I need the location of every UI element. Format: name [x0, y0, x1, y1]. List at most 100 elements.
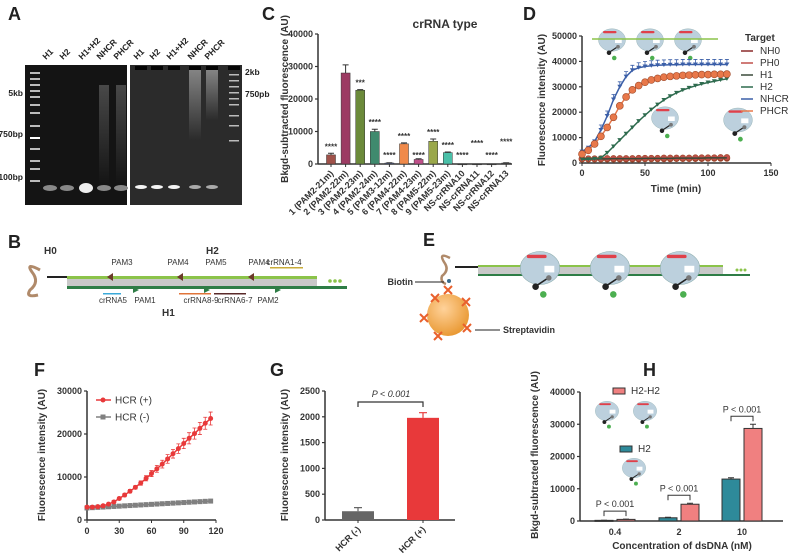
- reporter-piece: [648, 415, 652, 419]
- data-point: [686, 85, 692, 90]
- data-point: [655, 63, 661, 68]
- data-point: [603, 123, 612, 132]
- data-point: [686, 62, 692, 67]
- gel-band: [114, 185, 128, 191]
- data-point: [711, 79, 717, 84]
- data-point: [202, 420, 208, 426]
- data-point: [653, 74, 662, 83]
- ladder-band: [30, 84, 40, 86]
- fluorophore: [738, 136, 743, 142]
- data-point: [181, 440, 187, 446]
- top-strand: [67, 276, 317, 279]
- reporter: [536, 278, 548, 287]
- data-point: [642, 113, 648, 118]
- data-point: [647, 76, 656, 84]
- y-tick-label: 2500: [300, 386, 320, 396]
- cas12a-protein-icon: [651, 106, 679, 139]
- x-tick-label: 0.4: [609, 527, 622, 537]
- reporter-piece: [637, 472, 641, 476]
- bar: [407, 417, 439, 520]
- reporter: [685, 47, 693, 53]
- significance-label: ****: [383, 151, 396, 160]
- crRNA: [526, 254, 547, 259]
- gel-well: [135, 66, 147, 70]
- streptavidin-bead: [427, 294, 469, 336]
- data-point: [149, 501, 154, 507]
- data-point: [181, 500, 187, 506]
- legend-swatch: [612, 387, 626, 395]
- ladder-band: [229, 92, 239, 94]
- data-point: [132, 502, 138, 508]
- significance-bracket: [603, 510, 627, 517]
- data-point: [723, 70, 731, 78]
- crRNA: [626, 460, 638, 463]
- reporter: [604, 417, 612, 422]
- panel-label-c: C: [262, 4, 275, 24]
- x-tick-label: 150: [763, 168, 778, 178]
- ladder-band: [30, 180, 40, 182]
- crRNA: [603, 31, 617, 34]
- cas12a-protein-icon: [723, 107, 753, 142]
- significance-label: ****: [456, 151, 469, 160]
- y-tick-label: 1000: [300, 463, 320, 473]
- y-tick-label: 50000: [552, 31, 577, 41]
- data-point: [629, 68, 635, 73]
- data-point: [192, 431, 197, 437]
- data-point: [95, 504, 101, 510]
- data-point: [680, 62, 686, 67]
- data-point: [186, 435, 192, 441]
- data-point: [716, 70, 725, 79]
- cas12a-protein-icon: [622, 458, 646, 486]
- data-point: [674, 90, 679, 95]
- data-point: [611, 97, 616, 102]
- fluorophore: [607, 424, 611, 429]
- lane-label: H1: [131, 46, 146, 61]
- protein-pocket: [741, 118, 749, 124]
- reporter: [609, 47, 617, 53]
- y-axis-label: Fluorescence intensity (AU): [280, 389, 291, 521]
- streptavidin-icon: [443, 285, 453, 295]
- data-point: [122, 503, 128, 509]
- size-marker: 100bp: [0, 172, 23, 182]
- data-point: [623, 74, 629, 79]
- fluorophore: [665, 133, 670, 139]
- significance-label: ****: [369, 118, 382, 127]
- fluorophore: [610, 291, 617, 298]
- p-value-label: P < 0.001: [660, 483, 699, 493]
- reporter: [735, 127, 744, 134]
- legend-label: PHCR: [760, 106, 788, 117]
- data-point: [597, 132, 605, 141]
- pam-arrow-icon: [204, 287, 210, 293]
- reporter-piece: [610, 415, 614, 419]
- crRNA: [599, 403, 611, 406]
- p-value-label: P < 0.001: [372, 389, 410, 399]
- strand-label-h0: H0: [44, 246, 57, 257]
- quencher: [659, 128, 665, 133]
- bar: [721, 478, 741, 522]
- significance-bracket: [730, 415, 754, 422]
- y-tick-label: 2000: [300, 412, 320, 422]
- x-tick-label: 0: [579, 168, 584, 178]
- biotin-linker-icon: [440, 254, 451, 286]
- panel-d-chart: 0 10000 20000 30000 40000 50000 0 50 100 150 Time …: [537, 28, 789, 195]
- bar: [413, 159, 424, 165]
- data-point: [590, 140, 599, 148]
- error-bar: [357, 89, 364, 91]
- protein-pocket: [684, 265, 695, 273]
- cas12a-protein-icon: [598, 28, 626, 61]
- crRNA-bar: [214, 293, 246, 295]
- data-point: [667, 94, 673, 99]
- protein-pocket: [691, 38, 698, 43]
- y-axis-label: Bkgd-subtracted fluorescence (AU): [280, 15, 291, 183]
- reporter: [631, 474, 639, 479]
- data-point: [724, 76, 730, 81]
- error-bar: [444, 151, 451, 153]
- crRNA: [637, 403, 649, 406]
- data-point: [680, 88, 686, 93]
- size-marker: 5kb: [8, 88, 23, 98]
- data-point: [106, 504, 111, 510]
- lane-label: H1+H2: [164, 35, 190, 61]
- data-point: [699, 82, 705, 87]
- p-value-label: P < 0.001: [596, 499, 635, 509]
